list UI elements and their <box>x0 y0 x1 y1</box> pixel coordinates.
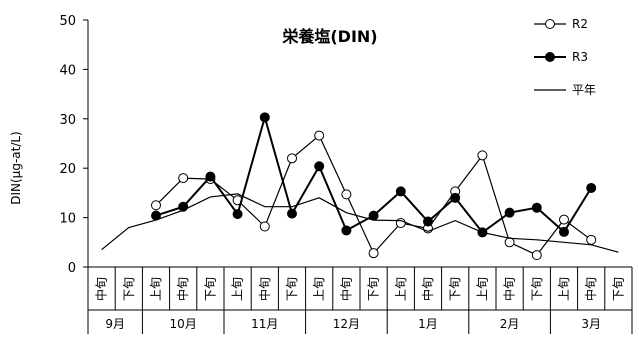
x-period-label: 中旬 <box>420 277 435 301</box>
data-point <box>205 171 216 182</box>
series-0 <box>151 130 597 261</box>
x-month-label: 12月 <box>333 317 360 331</box>
x-period-label: 下旬 <box>203 277 217 301</box>
data-point <box>151 200 161 211</box>
series-layer <box>101 112 619 261</box>
legend-item-2: 平年 <box>534 83 596 97</box>
series-1 <box>151 112 597 238</box>
data-point <box>341 189 352 200</box>
legend-label: R3 <box>572 50 588 64</box>
y-tick-label: 50 <box>59 14 76 29</box>
x-period-label: 中旬 <box>338 277 353 301</box>
x-period-label: 中旬 <box>257 277 272 301</box>
data-point <box>477 150 488 161</box>
x-period-label: 中旬 <box>583 277 598 301</box>
x-period-label: 上旬 <box>149 277 163 301</box>
y-tick-label: 10 <box>59 212 76 227</box>
x-period-label: 中旬 <box>175 277 190 301</box>
x-period-label: 上旬 <box>557 277 571 301</box>
data-point <box>586 234 597 245</box>
x-month-label: 9月 <box>105 317 125 331</box>
x-period-label: 下旬 <box>285 277 299 301</box>
data-point <box>341 225 352 236</box>
x-period-label: 下旬 <box>611 277 625 301</box>
data-point <box>504 237 515 248</box>
data-point <box>559 214 569 225</box>
y-tick-label: 0 <box>68 261 76 276</box>
series-2 <box>101 193 619 253</box>
data-point <box>586 182 597 193</box>
legend-label: R2 <box>572 17 588 31</box>
legend-marker <box>545 19 555 29</box>
data-point <box>423 216 433 227</box>
x-period-label: 上旬 <box>475 277 489 301</box>
data-point <box>368 248 379 259</box>
legend-label: 平年 <box>572 83 596 97</box>
y-axis-label: DIN(μg-at/L) <box>9 131 23 205</box>
data-point <box>259 112 270 123</box>
data-point <box>314 161 325 172</box>
x-month-label: 10月 <box>170 317 197 331</box>
y-tick-label: 40 <box>59 63 76 78</box>
x-period-label: 下旬 <box>530 277 544 301</box>
x-axis: 中旬 下旬 上旬 中旬 下旬 上旬 中旬 下旬 上旬 中旬 下旬 上旬 中旬 下旬 上旬 中旬 下旬 上旬 中旬 下旬… <box>87 267 633 334</box>
data-point <box>450 192 461 203</box>
data-point <box>531 250 542 261</box>
x-month-label: 11月 <box>251 317 278 331</box>
data-point <box>395 218 406 229</box>
x-period-label: 上旬 <box>312 277 326 301</box>
legend-item-0: R2 <box>534 17 588 31</box>
data-point <box>287 208 297 219</box>
y-tick-label: 20 <box>59 162 76 177</box>
data-point <box>531 202 542 213</box>
data-point <box>232 209 243 220</box>
data-point <box>259 221 270 232</box>
y-tick-label: 30 <box>59 113 76 128</box>
legend-marker <box>545 52 555 62</box>
x-period-label: 中旬 <box>502 277 517 301</box>
legend-item-1: R3 <box>534 50 588 64</box>
x-month-label: 3月 <box>581 317 601 331</box>
chart-title: 栄養塩(DIN) <box>281 27 377 46</box>
data-point <box>287 153 297 164</box>
data-point <box>395 186 406 197</box>
data-point <box>178 173 189 184</box>
y-axis-ticks: 0 10 20 30 40 50 <box>59 14 88 276</box>
x-month-label: 2月 <box>500 317 520 331</box>
x-month-label: 1月 <box>418 317 438 331</box>
x-period-label: 下旬 <box>448 277 462 301</box>
series-line <box>101 193 619 253</box>
x-period-label: 上旬 <box>394 277 408 301</box>
data-point <box>559 226 569 237</box>
x-period-label: 下旬 <box>122 277 136 301</box>
legend: R2 R3 平年 <box>534 17 596 97</box>
data-point <box>314 130 325 141</box>
x-period-label: 上旬 <box>231 277 245 301</box>
data-point <box>504 207 515 218</box>
x-period-label: 中旬 <box>94 277 109 301</box>
x-period-label: 下旬 <box>367 277 381 301</box>
